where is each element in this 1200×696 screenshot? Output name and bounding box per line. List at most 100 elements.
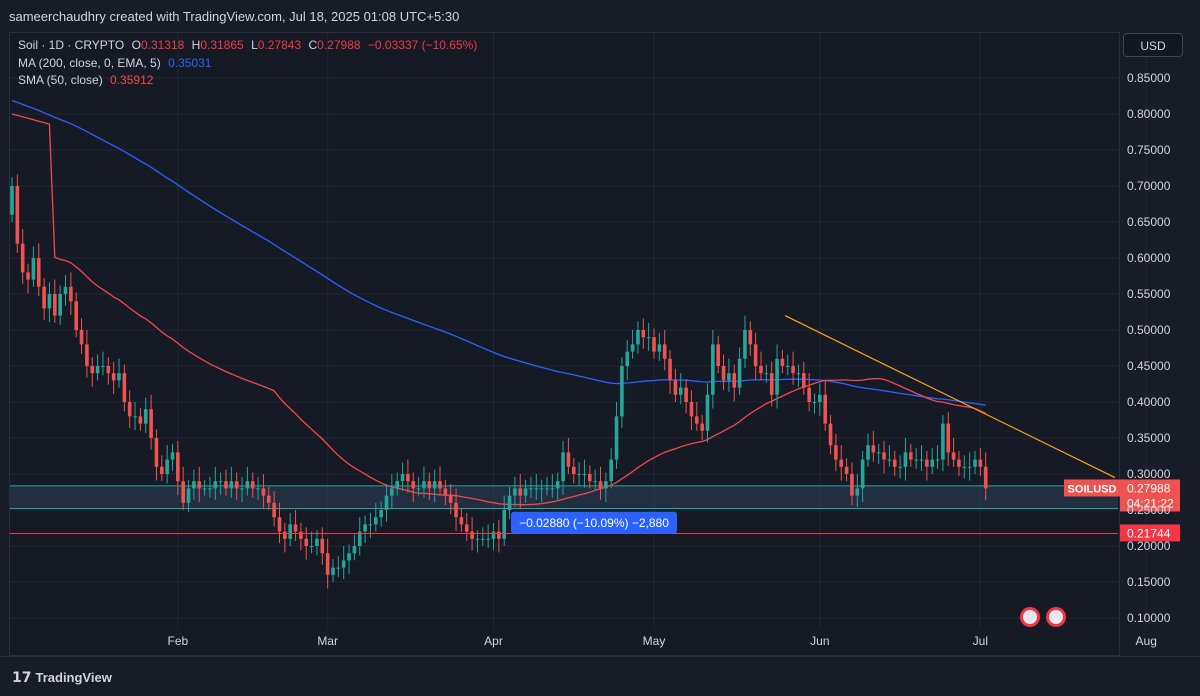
candle-body bbox=[315, 538, 319, 546]
price-tick-label: 0.20000 bbox=[1127, 539, 1171, 553]
time-axis: Feb Mar Apr May Jun Jul Aug bbox=[168, 634, 1157, 648]
candle-body bbox=[384, 495, 389, 510]
symbol-tag-text: SOILUSD bbox=[1068, 483, 1117, 495]
candle-body bbox=[727, 373, 731, 381]
candle-body bbox=[753, 344, 758, 366]
candle-body bbox=[946, 423, 951, 453]
price-tick-label: 0.80000 bbox=[1127, 107, 1171, 121]
candle-body bbox=[443, 488, 448, 496]
candle-body bbox=[256, 488, 260, 490]
candle-body bbox=[930, 459, 934, 467]
candle-body bbox=[336, 567, 341, 569]
candle-body bbox=[785, 366, 790, 367]
candle-body bbox=[892, 459, 897, 467]
candle-body bbox=[887, 459, 892, 461]
grid bbox=[10, 33, 1147, 629]
candle-body bbox=[513, 488, 517, 496]
change-value: −0.03337 (−10.65%) bbox=[367, 38, 478, 52]
candle-body bbox=[74, 301, 78, 330]
candle-body bbox=[331, 567, 335, 575]
candle-body bbox=[823, 394, 827, 424]
candle-body bbox=[828, 423, 833, 446]
candle-body bbox=[15, 186, 20, 244]
candle-body bbox=[550, 488, 555, 490]
close-label: C bbox=[308, 38, 318, 52]
candle-body bbox=[855, 488, 860, 496]
price-tick-label: 0.15000 bbox=[1127, 575, 1171, 589]
sma-legend[interactable]: SMA (50, close) 0.35912 bbox=[18, 73, 157, 87]
candle-body bbox=[652, 337, 656, 352]
candle-body bbox=[218, 481, 223, 483]
candle-body bbox=[111, 373, 116, 381]
candle-body bbox=[689, 402, 694, 417]
event-flag-icon-inner bbox=[1049, 610, 1063, 624]
candle-body bbox=[69, 286, 73, 302]
candle-body bbox=[909, 452, 913, 460]
candle-body bbox=[202, 488, 207, 490]
candle-body bbox=[545, 488, 549, 490]
footer: 17 TradingView bbox=[0, 656, 1200, 696]
sma-value: 0.35912 bbox=[110, 73, 154, 87]
candle-body bbox=[406, 474, 410, 482]
price-tick-label: 0.85000 bbox=[1127, 71, 1171, 85]
candle-body bbox=[491, 531, 496, 539]
candle-body bbox=[919, 459, 924, 461]
candle-body bbox=[978, 459, 983, 467]
candle-body bbox=[539, 488, 544, 490]
candle-body bbox=[36, 258, 41, 287]
candle-body bbox=[850, 474, 854, 496]
candle-body bbox=[459, 517, 464, 525]
candle-body bbox=[743, 330, 747, 359]
candle-body bbox=[630, 344, 635, 352]
candle-body bbox=[411, 481, 416, 489]
candle-body bbox=[957, 459, 961, 467]
candle-body bbox=[678, 387, 683, 395]
candle-body bbox=[53, 294, 57, 316]
candle-body bbox=[812, 402, 817, 403]
ma-legend[interactable]: MA (200, close, 0, EMA, 5) 0.35031 bbox=[18, 56, 215, 70]
candle-body bbox=[903, 452, 908, 467]
candle-body bbox=[363, 524, 367, 532]
candle-body bbox=[695, 416, 699, 424]
candle-body bbox=[844, 466, 849, 474]
candle-body bbox=[454, 502, 458, 518]
candle-body bbox=[614, 416, 619, 460]
candle-body bbox=[609, 459, 613, 482]
time-tick-label: Apr bbox=[484, 634, 503, 648]
candle-body bbox=[250, 481, 255, 489]
candle-body bbox=[395, 481, 399, 489]
last-price-text: 0.27988 bbox=[1127, 481, 1171, 495]
price-tick-label: 0.10000 bbox=[1127, 611, 1171, 625]
candle-body bbox=[10, 186, 14, 215]
candle-body bbox=[582, 474, 587, 475]
tradingview-logo[interactable]: 17 TradingView bbox=[12, 670, 112, 686]
candle-body bbox=[721, 366, 726, 381]
candle-body bbox=[673, 380, 678, 395]
candle-body bbox=[620, 366, 624, 417]
candle-body bbox=[588, 474, 592, 482]
candle-body bbox=[432, 481, 437, 489]
price-tick-label: 0.55000 bbox=[1127, 287, 1171, 301]
candle-body bbox=[636, 330, 640, 345]
candle-body bbox=[641, 330, 646, 338]
candle-body bbox=[523, 488, 528, 496]
candle-body bbox=[277, 517, 282, 532]
candle-body bbox=[58, 294, 62, 316]
candle-body bbox=[245, 481, 250, 489]
candle-body bbox=[213, 481, 218, 489]
high-label: H bbox=[191, 38, 201, 52]
candle-body bbox=[898, 466, 902, 468]
price-tick-label: 0.35000 bbox=[1127, 431, 1171, 445]
candle-body bbox=[186, 488, 191, 503]
candle-body bbox=[261, 488, 266, 496]
symbol-label[interactable]: Soil · 1D · CRYPTO bbox=[18, 38, 125, 52]
candle-body bbox=[625, 351, 630, 366]
candle-body bbox=[181, 481, 185, 503]
currency-button[interactable]: USD bbox=[1123, 33, 1183, 57]
candle-body bbox=[668, 358, 672, 381]
symbol-price-tag bbox=[1064, 479, 1120, 497]
tradingview-logo-icon: 17 bbox=[12, 670, 32, 686]
price-tick-label: 0.50000 bbox=[1127, 323, 1171, 337]
time-tick-label: Aug bbox=[1136, 634, 1157, 648]
